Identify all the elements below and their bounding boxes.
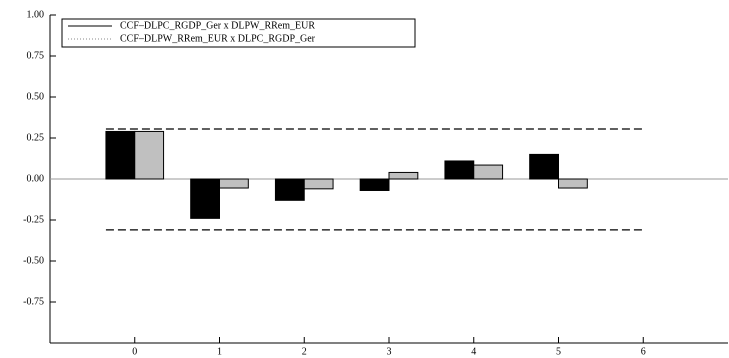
- bar: [558, 178, 588, 189]
- x-tick-label: 4: [471, 346, 476, 357]
- y-tick-label: -0.25: [23, 214, 44, 225]
- x-tick-label: 6: [641, 346, 646, 357]
- y-tick-label: 0.75: [27, 50, 45, 61]
- legend-box: [61, 18, 416, 48]
- x-tick-label: 5: [556, 346, 561, 357]
- bar: [388, 171, 419, 180]
- y-tick-label: 0.25: [27, 132, 45, 143]
- bar: [359, 178, 390, 191]
- y-tick-label: 0.00: [27, 173, 45, 184]
- legend-label: CCF–DLPW_RRem_EUR x DLPC_RGDP_Ger: [120, 33, 316, 44]
- bar: [444, 160, 475, 180]
- bar: [105, 130, 136, 180]
- x-tick-label: 3: [387, 346, 392, 357]
- x-tick-label: 0: [132, 346, 137, 357]
- y-tick-label: -0.50: [23, 255, 44, 266]
- bar: [274, 178, 305, 201]
- bar: [473, 164, 504, 180]
- x-tick-label: 1: [217, 346, 222, 357]
- bar: [529, 153, 559, 180]
- bar: [134, 130, 165, 180]
- bar: [190, 178, 220, 219]
- bar: [303, 178, 334, 190]
- x-tick-label: 2: [302, 346, 307, 357]
- y-tick-label: 1.00: [27, 9, 45, 20]
- y-tick-label: -0.75: [23, 296, 44, 307]
- legend-label: CCF–DLPC_RGDP_Ger x DLPW_RRem_EUR: [120, 20, 315, 31]
- bar: [219, 178, 249, 189]
- y-tick-label: 0.50: [27, 91, 45, 102]
